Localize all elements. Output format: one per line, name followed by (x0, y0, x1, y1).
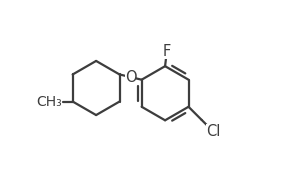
Text: F: F (163, 44, 171, 59)
Text: O: O (125, 70, 136, 85)
Text: Cl: Cl (206, 124, 220, 139)
Text: CH₃: CH₃ (37, 95, 62, 109)
